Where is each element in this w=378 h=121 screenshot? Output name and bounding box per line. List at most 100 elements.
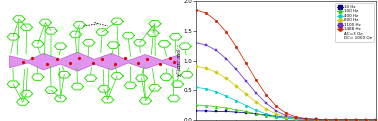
Point <box>363 119 369 121</box>
Point <box>333 119 339 121</box>
Point <box>333 119 339 121</box>
Point <box>293 117 299 119</box>
Point <box>353 119 359 121</box>
Point <box>263 108 269 110</box>
Point <box>233 85 239 87</box>
Point <box>303 118 309 120</box>
Point <box>283 112 289 114</box>
Point <box>343 119 349 121</box>
Point <box>203 44 209 46</box>
Point <box>353 119 359 121</box>
Point <box>243 105 249 106</box>
Point <box>333 119 339 121</box>
Point <box>273 105 279 107</box>
Point <box>323 119 329 121</box>
Point <box>223 58 229 60</box>
Point <box>223 107 229 109</box>
Point <box>373 119 378 121</box>
Point <box>273 116 279 118</box>
Point <box>213 106 219 108</box>
Point <box>203 12 209 14</box>
Point <box>333 119 339 121</box>
Point <box>253 92 259 94</box>
Point <box>303 118 309 120</box>
Point <box>313 119 319 121</box>
Point <box>293 117 299 119</box>
Point <box>273 115 279 117</box>
Point <box>353 119 359 121</box>
Point <box>203 105 209 106</box>
Point <box>363 119 369 121</box>
Point <box>353 119 359 121</box>
Point <box>243 110 249 112</box>
Point <box>263 113 269 115</box>
Point <box>313 119 319 121</box>
Point <box>363 119 369 121</box>
Point <box>293 118 299 120</box>
Point <box>263 115 269 117</box>
Point <box>243 112 249 114</box>
Point <box>283 116 289 118</box>
Point <box>253 79 259 81</box>
Point <box>233 100 239 102</box>
Point <box>273 116 279 117</box>
Point <box>363 119 369 121</box>
Point <box>213 49 219 51</box>
Point <box>243 63 249 64</box>
Point <box>373 119 378 121</box>
Point <box>213 91 219 93</box>
Point <box>293 116 299 118</box>
Point <box>203 110 209 112</box>
Y-axis label: χ''/cm³ mol⁻¹: χ''/cm³ mol⁻¹ <box>177 45 182 76</box>
Point <box>213 71 219 73</box>
Point <box>243 93 249 95</box>
Point <box>253 113 259 115</box>
Point <box>213 110 219 112</box>
Point <box>253 101 259 103</box>
Point <box>193 42 199 44</box>
Point <box>313 118 319 120</box>
Point <box>193 9 199 11</box>
Point <box>283 117 289 119</box>
Point <box>203 67 209 69</box>
Point <box>233 46 239 48</box>
Point <box>333 119 339 121</box>
Point <box>263 114 269 116</box>
Point <box>363 119 369 121</box>
Point <box>353 119 359 121</box>
Point <box>233 109 239 111</box>
Point <box>223 31 229 33</box>
Point <box>193 86 199 88</box>
Point <box>283 117 289 119</box>
Point <box>373 119 378 121</box>
Point <box>253 109 259 111</box>
Point <box>283 115 289 117</box>
Point <box>263 94 269 96</box>
Point <box>343 119 349 121</box>
Point <box>323 119 329 121</box>
Point <box>303 118 309 120</box>
Point <box>313 118 319 120</box>
Point <box>283 116 289 118</box>
Point <box>293 118 299 120</box>
Point <box>223 110 229 112</box>
Point <box>273 113 279 115</box>
Point <box>223 95 229 97</box>
Point <box>233 111 239 113</box>
Point <box>373 119 378 121</box>
Legend: 10 Hz, 100 Hz, 400 Hz, 800 Hz, 1100 Hz, 1488 Hz, AC=3 Oe, DC= 1000 Oe: 10 Hz, 100 Hz, 400 Hz, 800 Hz, 1100 Hz, … <box>335 3 374 42</box>
Point <box>313 119 319 121</box>
Point <box>193 104 199 106</box>
Point <box>273 110 279 112</box>
Point <box>343 119 349 121</box>
Point <box>343 119 349 121</box>
Point <box>203 88 209 90</box>
Point <box>213 20 219 22</box>
Point <box>323 119 329 121</box>
Point <box>313 119 319 121</box>
Point <box>253 113 259 115</box>
Point <box>343 119 349 121</box>
Point <box>373 119 378 121</box>
Point <box>363 119 369 121</box>
Point <box>223 77 229 79</box>
